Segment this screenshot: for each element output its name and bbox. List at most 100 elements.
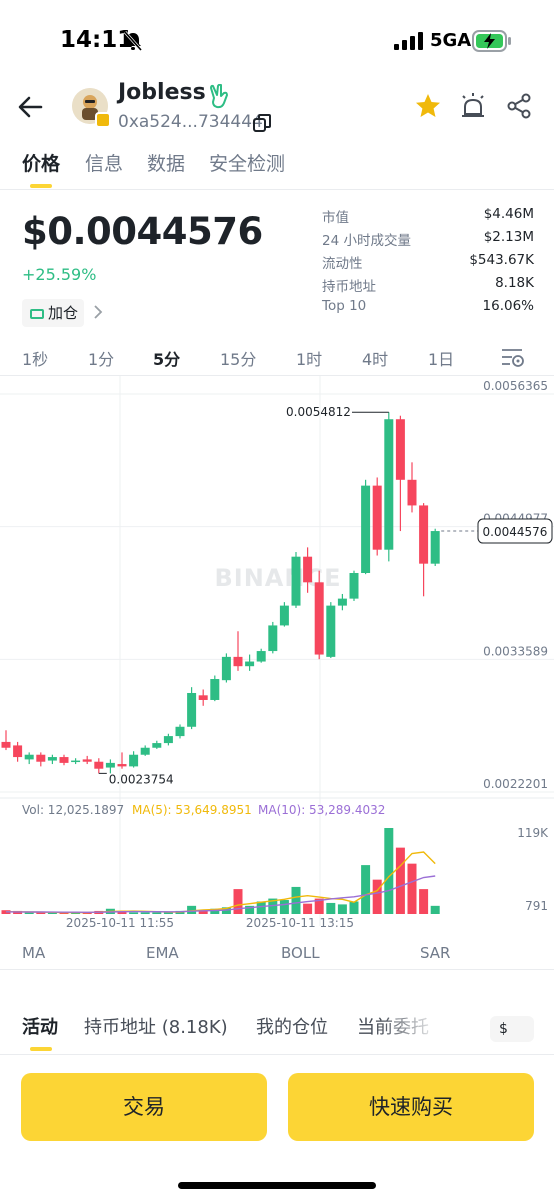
candle [384, 419, 394, 550]
price-alert-icon[interactable] [458, 92, 488, 120]
activity-tabs: 活动 持币地址 (8.18K) 我的仓位 当前委托 $ [0, 1005, 554, 1055]
volume-bar [279, 900, 289, 914]
candle [314, 582, 324, 655]
tab-holders[interactable]: 持币地址 (8.18K) [84, 1017, 228, 1038]
candle [94, 761, 104, 769]
chevron-right-icon[interactable] [92, 304, 104, 320]
add-position-button[interactable]: 加仓 [22, 299, 85, 327]
stat-liquidity: 流动性 $543.67K [322, 252, 534, 272]
volume-bar [117, 911, 127, 914]
volume-bar [36, 912, 46, 914]
interval-4h[interactable]: 4时 [362, 350, 389, 369]
candle [163, 736, 173, 744]
interval-1m[interactable]: 1分 [88, 350, 115, 369]
volume-bar [210, 908, 220, 914]
token-stats: 市值 $4.46M 24 小时成交量 $2.13M 流动性 $543.67K 持币地址… [322, 206, 534, 321]
favorite-star-icon[interactable] [414, 92, 442, 120]
interval-1h[interactable]: 1时 [296, 350, 323, 369]
stat-top10: Top 10 16.06% [322, 298, 534, 314]
indicator-selector: MA EMA BOLL SAR [0, 940, 554, 970]
candle [256, 651, 266, 662]
tab-info[interactable]: 信息 [85, 153, 124, 175]
volume-bar [245, 905, 255, 914]
candle [117, 764, 127, 767]
volume-bar [129, 912, 139, 914]
tab-data[interactable]: 数据 [147, 153, 186, 175]
tab-my-positions[interactable]: 我的仓位 [256, 1017, 328, 1038]
volume-bar [71, 912, 81, 914]
trade-button[interactable]: 交易 [21, 1073, 267, 1141]
candle [1, 741, 11, 748]
volume-bar [47, 912, 57, 914]
indicator-boll[interactable]: BOLL [281, 944, 320, 962]
tab-price[interactable]: 价格 [22, 153, 61, 175]
tab-security-check[interactable]: 安全检测 [209, 153, 286, 175]
candle [279, 605, 289, 626]
volume-stat-label: Vol: 12,025.1897 [22, 803, 124, 817]
indicator-sar[interactable]: SAR [420, 944, 451, 962]
candle [221, 656, 231, 681]
candle [36, 754, 46, 762]
volume-bar [314, 898, 324, 914]
candle [245, 661, 255, 667]
volume-bar [291, 886, 301, 914]
volume-bar [198, 910, 208, 914]
interval-1d[interactable]: 1日 [428, 350, 455, 369]
high-price-label: 0.0054812 [286, 405, 351, 419]
candle [210, 679, 220, 700]
interval-15m[interactable]: 15分 [220, 350, 257, 369]
chart-settings-icon[interactable] [500, 346, 526, 368]
status-bar: 14:11 5GA [0, 0, 554, 80]
bell-muted-icon [123, 31, 143, 51]
y-axis-label: 0.0022201 [483, 777, 548, 791]
indicator-ema[interactable]: EMA [146, 944, 179, 962]
quick-buy-button[interactable]: 快速购买 [288, 1073, 534, 1141]
candle [13, 745, 23, 758]
tab-activity[interactable]: 活动 [22, 1017, 58, 1038]
token-name: Jobless [118, 80, 206, 105]
candle [268, 625, 278, 652]
volume-bar [337, 904, 347, 914]
candle [233, 656, 243, 667]
interval-5m[interactable]: 5分 [153, 350, 181, 369]
ma5-stat-label: MA(5): 53,649.8951 [132, 803, 252, 817]
volume-bar [326, 902, 336, 914]
volume-bar [349, 901, 359, 914]
volume-bar [361, 865, 371, 914]
candle [337, 598, 347, 606]
volume-bar [256, 901, 266, 914]
volume-bar [140, 912, 150, 914]
stat-24h-volume: 24 小时成交量 $2.13M [322, 229, 534, 249]
indicator-ma[interactable]: MA [22, 944, 46, 962]
share-icon[interactable] [505, 92, 533, 120]
copy-icon[interactable] [252, 113, 272, 133]
low-price-label: 0.0023754 [109, 772, 174, 786]
home-indicator [178, 1182, 376, 1189]
wallet-icon [30, 309, 44, 319]
candle [326, 605, 336, 657]
volume-bar [303, 903, 313, 914]
interval-1s[interactable]: 1秒 [22, 350, 49, 369]
bottom-action-bar: 交易 快速购买 [0, 1062, 554, 1200]
token-header: Jobless 0xa524...734444 [0, 80, 554, 140]
stat-market-cap: 市值 $4.46M [322, 206, 534, 226]
victory-hand-icon [210, 84, 228, 109]
candle [361, 485, 371, 573]
candle [407, 479, 417, 506]
tab-active-indicator [30, 184, 52, 188]
volume-bar [419, 889, 429, 914]
ma10-stat-label: MA(10): 53,289.4032 [258, 803, 385, 817]
volume-min-label: 791 [525, 899, 548, 913]
currency-toggle[interactable]: $ [490, 1016, 534, 1042]
volume-bar [407, 863, 417, 914]
price-chart[interactable]: BINANCE 0.00563650.00449770.00335890.002… [0, 376, 554, 936]
candle [419, 505, 429, 564]
detail-tabs: 价格 信息 数据 安全检测 [0, 140, 554, 190]
candle [187, 692, 197, 727]
candle [430, 531, 440, 564]
current-price-tag-label: 0.0044576 [483, 525, 548, 539]
candle [395, 419, 405, 480]
back-arrow-icon[interactable] [16, 92, 46, 122]
candle [349, 572, 359, 599]
candle [105, 762, 115, 768]
